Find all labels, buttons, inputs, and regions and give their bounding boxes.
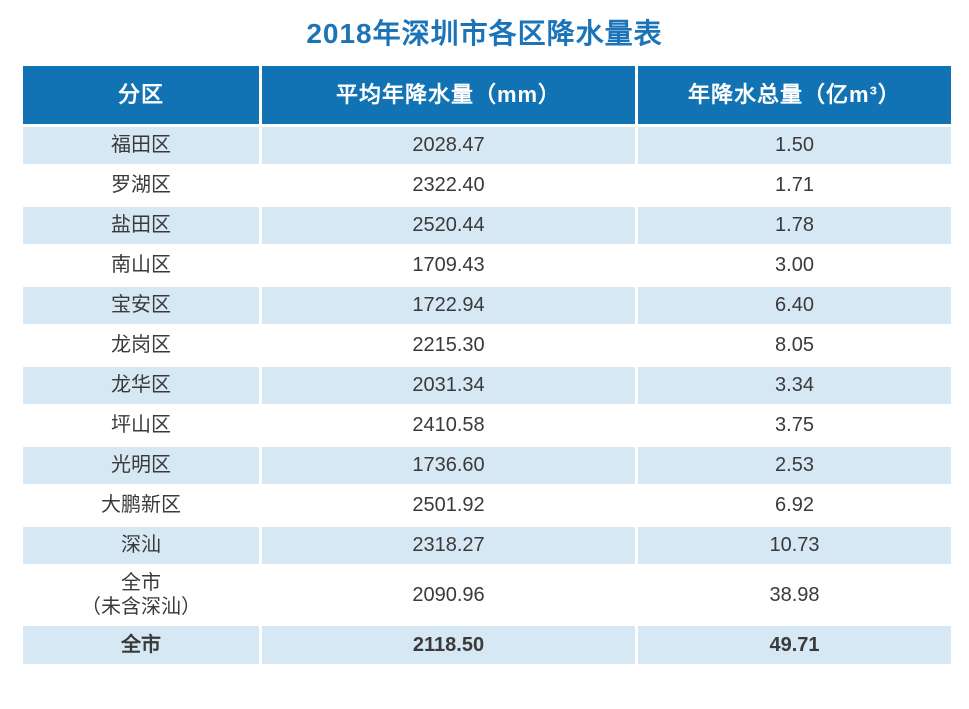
total-rainfall-cell: 6.92 bbox=[638, 487, 951, 524]
table-row: 全市 （未含深汕） 2090.96 38.98 bbox=[23, 567, 951, 623]
total-rainfall-cell: 49.71 bbox=[638, 626, 951, 664]
avg-rainfall-cell: 1722.94 bbox=[262, 287, 635, 324]
district-cell: 罗湖区 bbox=[23, 167, 259, 204]
total-rainfall-cell: 3.75 bbox=[638, 407, 951, 444]
district-cell: 坪山区 bbox=[23, 407, 259, 444]
avg-rainfall-cell: 2318.27 bbox=[262, 527, 635, 564]
avg-rainfall-cell: 2028.47 bbox=[262, 127, 635, 164]
avg-rainfall-cell: 2520.44 bbox=[262, 207, 635, 244]
page-title: 2018年深圳市各区降水量表 bbox=[306, 18, 663, 49]
total-rainfall-cell: 1.50 bbox=[638, 127, 951, 164]
avg-rainfall-cell: 1736.60 bbox=[262, 447, 635, 484]
table-row: 光明区 1736.60 2.53 bbox=[23, 447, 951, 484]
district-cell: 盐田区 bbox=[23, 207, 259, 244]
table-row: 南山区 1709.43 3.00 bbox=[23, 247, 951, 284]
district-cell: 龙岗区 bbox=[23, 327, 259, 364]
table-row: 盐田区 2520.44 1.78 bbox=[23, 207, 951, 244]
total-rainfall-cell: 10.73 bbox=[638, 527, 951, 564]
avg-rainfall-cell: 2322.40 bbox=[262, 167, 635, 204]
avg-rainfall-cell: 1709.43 bbox=[262, 247, 635, 284]
district-cell: 南山区 bbox=[23, 247, 259, 284]
district-cell: 大鹏新区 bbox=[23, 487, 259, 524]
total-rainfall-cell: 1.71 bbox=[638, 167, 951, 204]
avg-rainfall-cell: 2118.50 bbox=[262, 626, 635, 664]
avg-rainfall-cell: 2215.30 bbox=[262, 327, 635, 364]
column-header-district: 分区 bbox=[23, 66, 259, 124]
total-rainfall-cell: 38.98 bbox=[638, 567, 951, 623]
total-rainfall-cell: 6.40 bbox=[638, 287, 951, 324]
column-header-total-rainfall: 年降水总量（亿m³） bbox=[638, 66, 951, 124]
total-rainfall-cell: 3.34 bbox=[638, 367, 951, 404]
avg-rainfall-cell: 2410.58 bbox=[262, 407, 635, 444]
total-rainfall-cell: 1.78 bbox=[638, 207, 951, 244]
table-row-citywide-total: 全市 2118.50 49.71 bbox=[23, 626, 951, 664]
table-row: 宝安区 1722.94 6.40 bbox=[23, 287, 951, 324]
table-row: 罗湖区 2322.40 1.71 bbox=[23, 167, 951, 204]
avg-rainfall-cell: 2090.96 bbox=[262, 567, 635, 623]
district-cell: 光明区 bbox=[23, 447, 259, 484]
table-row: 大鹏新区 2501.92 6.92 bbox=[23, 487, 951, 524]
district-cell: 全市 （未含深汕） bbox=[23, 567, 259, 623]
table-row: 龙华区 2031.34 3.34 bbox=[23, 367, 951, 404]
district-cell: 全市 bbox=[23, 626, 259, 664]
table-row: 龙岗区 2215.30 8.05 bbox=[23, 327, 951, 364]
avg-rainfall-cell: 2501.92 bbox=[262, 487, 635, 524]
table-row: 深汕 2318.27 10.73 bbox=[23, 527, 951, 564]
district-cell: 福田区 bbox=[23, 127, 259, 164]
table-row: 坪山区 2410.58 3.75 bbox=[23, 407, 951, 444]
rainfall-table: 分区 平均年降水量（mm） 年降水总量（亿m³） 福田区 2028.47 1.5… bbox=[23, 66, 951, 664]
total-rainfall-cell: 8.05 bbox=[638, 327, 951, 364]
district-cell: 宝安区 bbox=[23, 287, 259, 324]
district-cell: 龙华区 bbox=[23, 367, 259, 404]
table-header-row: 分区 平均年降水量（mm） 年降水总量（亿m³） bbox=[23, 66, 951, 124]
total-rainfall-cell: 2.53 bbox=[638, 447, 951, 484]
table-row: 福田区 2028.47 1.50 bbox=[23, 127, 951, 164]
district-cell: 深汕 bbox=[23, 527, 259, 564]
total-rainfall-cell: 3.00 bbox=[638, 247, 951, 284]
avg-rainfall-cell: 2031.34 bbox=[262, 367, 635, 404]
column-header-avg-rainfall: 平均年降水量（mm） bbox=[262, 66, 635, 124]
